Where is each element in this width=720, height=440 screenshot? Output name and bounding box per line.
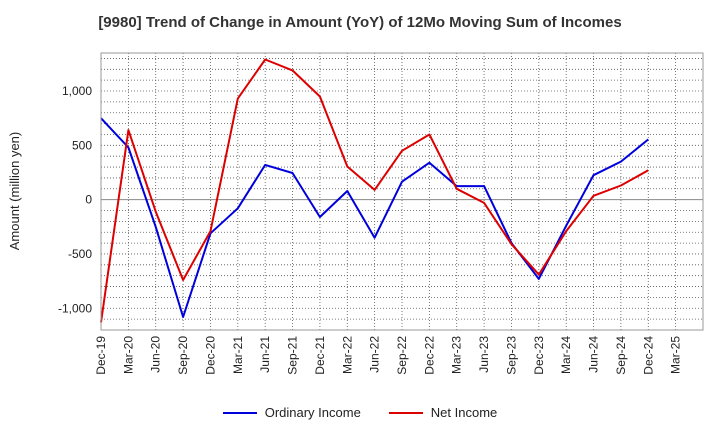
- x-tick-label: Dec-19: [94, 336, 108, 375]
- series-line-ordinary-income: [100, 117, 649, 318]
- legend-label-net-income: Net Income: [430, 405, 498, 420]
- series-layer: [100, 58, 649, 323]
- legend-item-ordinary-income: Ordinary Income: [222, 405, 361, 420]
- y-tick-label: 500: [72, 138, 92, 152]
- legend: Ordinary Income Net Income: [0, 405, 720, 420]
- x-tick-label: Mar-24: [559, 336, 573, 374]
- x-tick-label: Dec-24: [641, 336, 655, 375]
- gridlines: [101, 53, 703, 330]
- x-tick-label: Mar-21: [231, 336, 245, 374]
- y-axis-label: Amount (million yen): [7, 132, 22, 251]
- x-tick-label: Mar-22: [340, 336, 354, 374]
- x-tick-label: Sep-24: [614, 336, 628, 375]
- x-tick-label: Jun-23: [477, 336, 491, 373]
- chart-title: [9980] Trend of Change in Amount (YoY) o…: [98, 14, 622, 31]
- x-tick-label: Dec-20: [203, 336, 217, 375]
- x-tick-label: Mar-23: [450, 336, 464, 374]
- x-tick-label: Jun-24: [587, 336, 601, 373]
- legend-item-net-income: Net Income: [388, 405, 498, 420]
- series-line-net-income: [100, 58, 649, 323]
- x-tick-label: Dec-23: [532, 336, 546, 375]
- y-tick-label: 0: [85, 193, 92, 207]
- x-tick-label: Mar-25: [669, 336, 683, 374]
- x-tick-label: Jun-20: [149, 336, 163, 373]
- y-tick-label: 1,000: [62, 84, 92, 98]
- x-tick-label: Mar-20: [121, 336, 135, 374]
- legend-swatch-ordinary-income: [222, 411, 257, 414]
- x-tick-label: Sep-21: [286, 336, 300, 375]
- y-tick-label: -500: [68, 247, 92, 261]
- x-tick-label: Sep-20: [176, 336, 190, 375]
- y-tick-labels: -1,000 -500 0 500 1,000: [58, 84, 92, 315]
- x-tick-label: Sep-23: [504, 336, 518, 375]
- x-tick-label: Jun-21: [258, 336, 272, 373]
- y-tick-label: -1,000: [58, 301, 92, 315]
- x-tick-label: Dec-21: [313, 336, 327, 375]
- x-tick-label: Dec-22: [422, 336, 436, 375]
- x-tick-label: Jun-22: [368, 336, 382, 373]
- x-tick-labels: Dec-19 Mar-20 Jun-20 Sep-20 Dec-20 Mar-21 Jun-…: [94, 336, 683, 375]
- plot-frame: [100, 52, 704, 331]
- legend-swatch-net-income: [388, 411, 423, 414]
- legend-label-ordinary-income: Ordinary Income: [264, 405, 361, 420]
- x-tick-label: Sep-22: [395, 336, 409, 375]
